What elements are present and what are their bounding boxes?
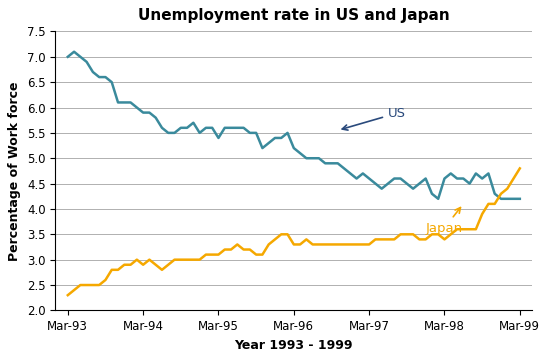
X-axis label: Year 1993 - 1999: Year 1993 - 1999 <box>234 339 353 352</box>
Text: Japan: Japan <box>426 207 463 235</box>
Text: US: US <box>342 107 406 130</box>
Title: Unemployment rate in US and Japan: Unemployment rate in US and Japan <box>138 8 450 23</box>
Y-axis label: Percentage of Work force: Percentage of Work force <box>8 81 21 261</box>
